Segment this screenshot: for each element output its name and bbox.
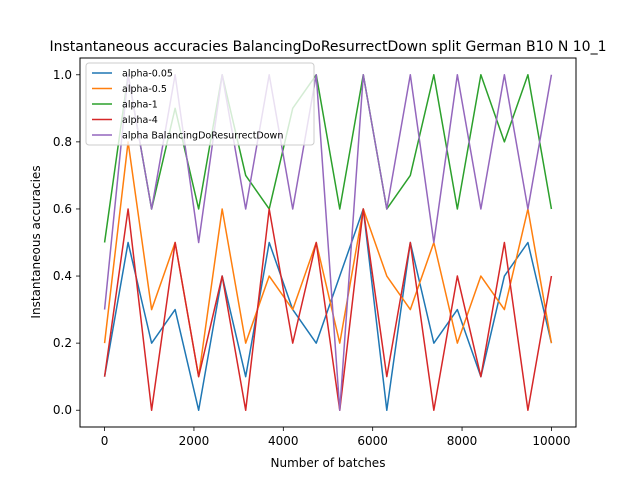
x-tick-label: 6000 <box>357 434 388 448</box>
x-axis-label: Number of batches <box>271 456 386 470</box>
legend-label-0: alpha-0.05 <box>122 69 173 80</box>
x-tick-label: 2000 <box>179 434 210 448</box>
y-tick-label: 1.0 <box>53 68 72 82</box>
y-axis: 0.0 0.2 0.4 0.6 0.8 1.0 <box>53 68 80 417</box>
y-tick-label: 0.6 <box>53 202 72 216</box>
chart-title: Instantaneous accuracies BalancingDoResu… <box>50 39 607 55</box>
legend-label-1: alpha-0.5 <box>122 84 167 95</box>
y-tick-label: 0.2 <box>53 336 72 350</box>
series-line-3 <box>103 208 553 411</box>
y-tick-label: 0.4 <box>53 269 72 283</box>
y-axis-label: Instantaneous accuracies <box>29 165 43 318</box>
plot-frame <box>79 57 577 428</box>
legend-label-2: alpha-1 <box>122 100 158 111</box>
y-tick-label: 0.0 <box>53 403 72 417</box>
x-tick-label: 10000 <box>532 434 570 448</box>
x-axis: 0 2000 4000 6000 8000 10000 <box>101 427 571 448</box>
y-tick-label: 0.8 <box>53 135 72 149</box>
legend-label-4: alpha BalancingDoResurrectDown <box>122 131 283 142</box>
legend-box <box>85 62 315 146</box>
x-tick-label: 8000 <box>447 434 478 448</box>
x-tick-label: 4000 <box>268 434 299 448</box>
legend: alpha-0.05 alpha-0.5 alpha-1 alpha-4 alpha B… <box>85 62 315 146</box>
x-tick-label: 0 <box>101 434 109 448</box>
legend-label-3: alpha-4 <box>122 115 158 126</box>
series-line-0 <box>103 208 553 411</box>
